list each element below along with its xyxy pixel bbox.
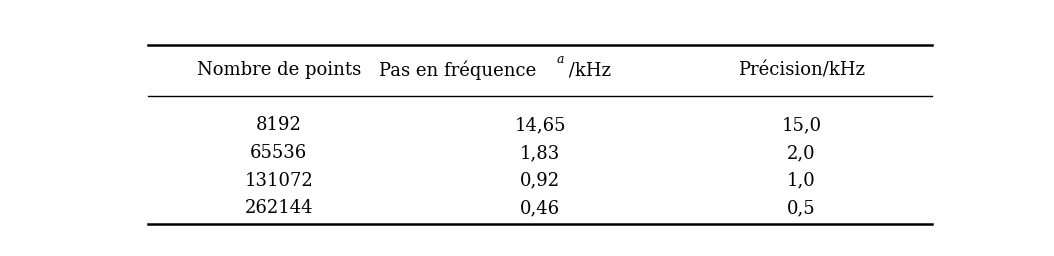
Text: 1,83: 1,83 xyxy=(520,144,561,162)
Text: 2,0: 2,0 xyxy=(787,144,816,162)
Text: Nombre de points: Nombre de points xyxy=(197,61,360,79)
Text: 262144: 262144 xyxy=(245,199,313,217)
Text: 131072: 131072 xyxy=(245,172,313,189)
Text: 1,0: 1,0 xyxy=(787,172,816,189)
Text: 0,5: 0,5 xyxy=(787,199,816,217)
Text: Pas en fréquence: Pas en fréquence xyxy=(378,60,536,80)
Text: 14,65: 14,65 xyxy=(514,116,566,134)
Text: 0,46: 0,46 xyxy=(520,199,561,217)
Text: 0,92: 0,92 xyxy=(520,172,561,189)
Text: a: a xyxy=(557,53,564,66)
Text: 65536: 65536 xyxy=(250,144,308,162)
Text: 15,0: 15,0 xyxy=(781,116,822,134)
Text: Précision/kHz: Précision/kHz xyxy=(738,61,865,79)
Text: 8192: 8192 xyxy=(256,116,301,134)
Text: /kHz: /kHz xyxy=(563,61,611,79)
